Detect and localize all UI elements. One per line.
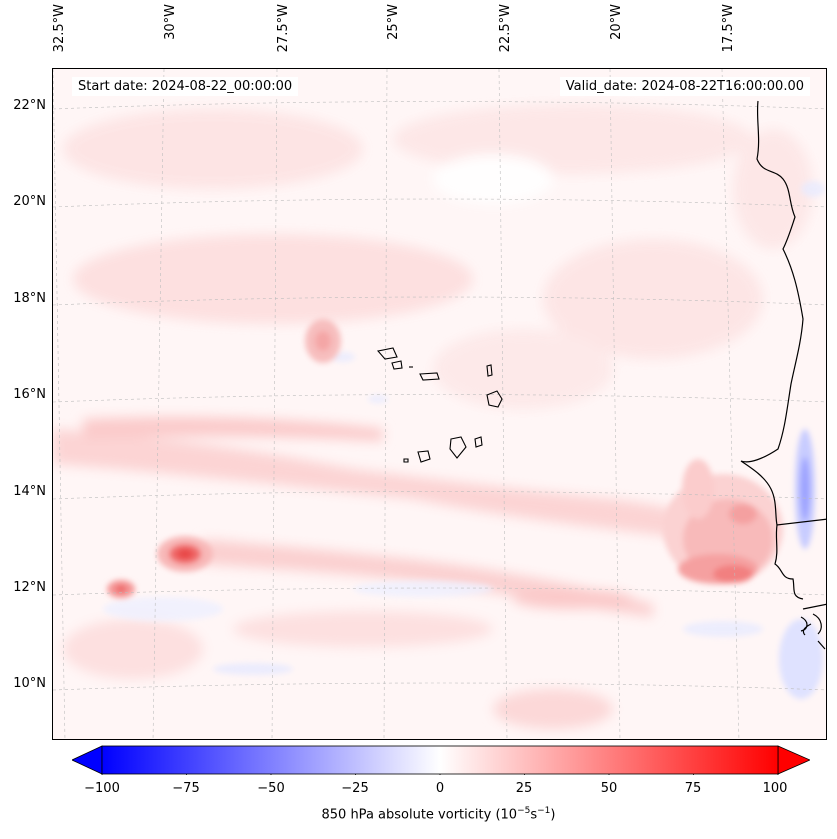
lon-label-30w: 30°W	[163, 4, 178, 40]
lon-label-25w: 25°W	[386, 4, 401, 40]
lat-label-14n: 14°N	[13, 484, 46, 499]
colorbar-min-extend	[72, 745, 103, 775]
colorbar-tick-neg100: −100	[84, 781, 120, 796]
coastline	[740, 100, 826, 650]
colorbar-tick-75: 75	[684, 781, 702, 796]
colorbar-label: 850 hPa absolute vorticity (10−5s−1)	[0, 806, 837, 822]
lon-label-27-5w: 27.5°W	[276, 4, 291, 53]
colorbar-gradient	[101, 745, 779, 775]
colorbar-label-mid: s	[530, 807, 538, 823]
colorbar-tick-50: 50	[600, 781, 618, 796]
colorbar-tick-neg75: −75	[172, 781, 200, 796]
colorbar-label-end: )	[550, 807, 556, 823]
colorbar-tick-neg50: −50	[257, 781, 285, 796]
vortex-coastal	[663, 459, 783, 584]
colorbar-max-extend	[777, 745, 810, 775]
lat-label-20n: 20°N	[13, 194, 46, 209]
colorbar-tick-0: 0	[435, 781, 445, 796]
start-date-label: Start date: 2024-08-22_00:00:00	[72, 77, 299, 96]
vortex-17n	[305, 319, 341, 363]
lon-label-17-5w: 17.5°W	[721, 4, 736, 53]
lon-label-22-5w: 22.5°W	[498, 4, 513, 53]
colorbar-label-exp2: −1	[537, 806, 551, 816]
colorbar-ticks	[101, 774, 779, 775]
colorbar-label-text: 850 hPa absolute vorticity (10	[321, 807, 518, 823]
vortex-west	[107, 536, 213, 598]
colorbar-tick-100: 100	[762, 781, 788, 796]
map-panel[interactable]	[52, 68, 827, 740]
graticule	[53, 69, 826, 739]
colorbar-label-exp1: −5	[517, 806, 531, 816]
negative-vorticity-patches	[103, 181, 825, 675]
lon-label-32-5w: 32.5°W	[52, 4, 67, 53]
lon-label-20w: 20°W	[609, 4, 624, 40]
lat-label-12n: 12°N	[13, 580, 46, 595]
colorbar	[72, 745, 810, 775]
vorticity-map	[53, 69, 826, 739]
valid-date-label: Valid_date: 2024-08-22T16:00:00.00	[559, 77, 810, 96]
vorticity-band-south	[63, 539, 653, 729]
coastal-negative-vorticity	[779, 429, 823, 699]
lat-label-18n: 18°N	[13, 291, 46, 306]
cape-verde-islands	[376, 347, 503, 463]
colorbar-tick-25: 25	[515, 781, 533, 796]
vorticity-field-north	[63, 104, 813, 409]
lat-label-22n: 22°N	[13, 98, 46, 113]
lat-label-16n: 16°N	[13, 387, 46, 402]
colorbar-tick-neg25: −25	[341, 781, 369, 796]
lat-label-10n: 10°N	[13, 676, 46, 691]
